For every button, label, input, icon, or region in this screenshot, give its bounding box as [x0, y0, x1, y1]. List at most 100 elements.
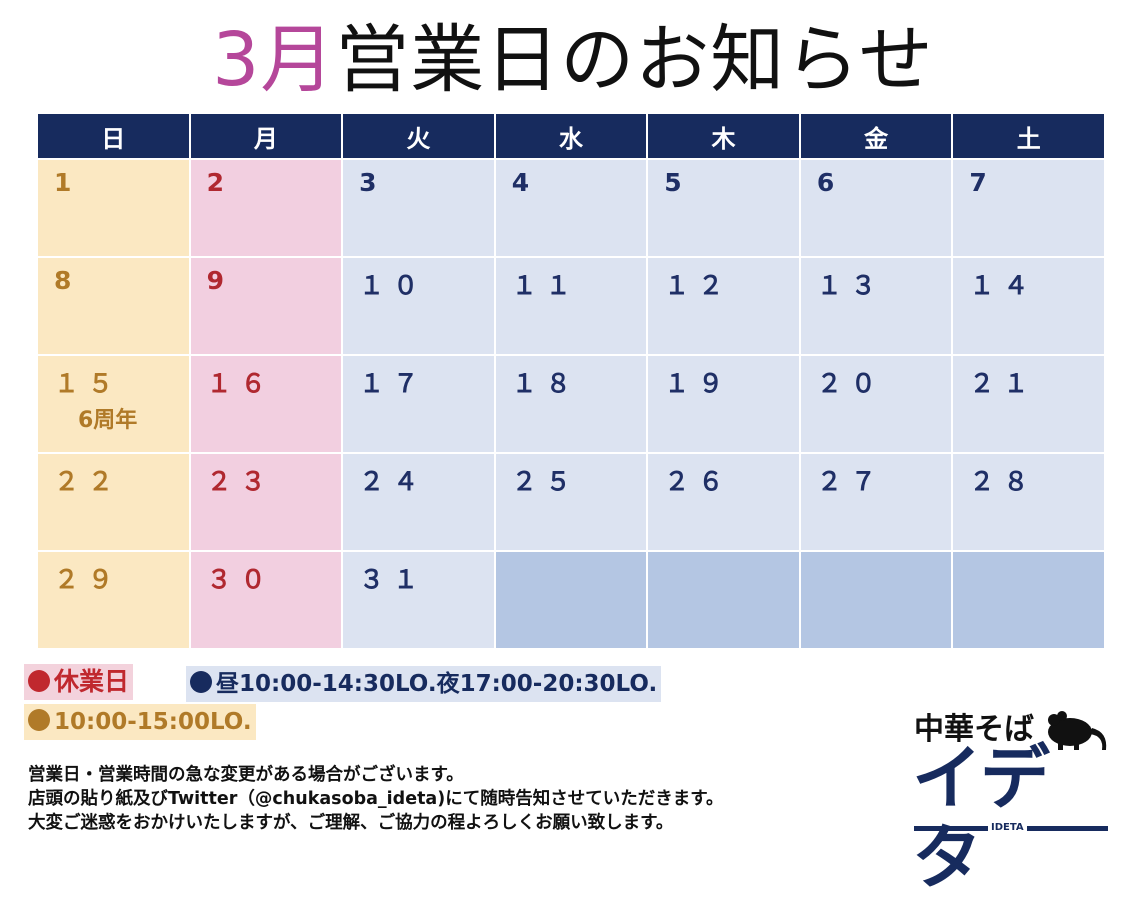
day-number: 9	[206, 266, 233, 295]
empty-cell	[493, 550, 649, 650]
day-number: 4	[511, 168, 539, 197]
weekday-header-row: 日 月 火 水 木 金 土	[36, 112, 1106, 160]
weekday-sat: 土	[951, 112, 1106, 160]
day-cell: 8	[36, 256, 191, 356]
day-number: 6	[816, 168, 844, 197]
day-number: 1	[54, 168, 81, 197]
day-number: 5	[664, 168, 691, 197]
weekday-wed: 水	[493, 112, 649, 160]
legend-sunday-hours: 10:00-15:00LO.	[24, 704, 256, 740]
weekday-mon: 月	[188, 112, 344, 160]
day-number: １６	[206, 369, 275, 398]
day-number: 2	[206, 168, 233, 197]
day-number: １４	[969, 271, 1038, 300]
day-cell: ２２	[36, 452, 191, 552]
weekday-sun: 日	[36, 112, 191, 160]
day-number: ２６	[664, 467, 733, 496]
day-number: 7	[969, 168, 996, 197]
logo-top-text: 中華そば	[914, 712, 1034, 747]
day-cell: ３１	[341, 550, 496, 650]
week-row: ２９ ３０ ３１	[36, 550, 1106, 650]
weekday-thu: 木	[646, 112, 801, 160]
day-number: 8	[54, 266, 81, 295]
day-number: １０	[359, 271, 428, 300]
page-title: 3月営業日のお知らせ	[0, 12, 1146, 108]
day-cell: ２０	[798, 354, 954, 454]
day-number: １８	[511, 369, 580, 398]
day-cell: 5	[646, 158, 801, 258]
logo-main-text: イデタ	[912, 737, 1050, 899]
day-number: １３	[816, 271, 885, 300]
day-cell: ２５	[493, 452, 649, 552]
day-cell: １６	[188, 354, 344, 454]
day-cell: １３	[798, 256, 954, 356]
logo-sub-text: IDETA	[988, 822, 1027, 834]
week-row: １５ 6周年 １６ １７ １８ １９ ２０ ２１	[36, 354, 1106, 454]
day-cell: １４	[951, 256, 1106, 356]
week-row: ２２ ２３ ２４ ２５ ２６ ２７ ２８	[36, 452, 1106, 552]
day-cell: 4	[493, 158, 649, 258]
day-cell: １０	[341, 256, 496, 356]
day-number: １１	[511, 271, 580, 300]
week-row: 8 9 １０ １１ １２ １３ １４	[36, 256, 1106, 356]
day-cell: ３０	[188, 550, 344, 650]
anniversary-note: 6周年	[78, 408, 138, 433]
day-number: ２５	[511, 467, 580, 496]
day-cell: 2	[188, 158, 344, 258]
notice-line: 大変ご迷惑をおかけいたしますが、ご理解、ご協力の程よろしくお願い致します。	[28, 813, 674, 833]
notice-line: 店頭の貼り紙及びTwitter（@chukasoba_ideta)にて随時告知さ…	[28, 789, 724, 809]
calendar: 日 月 火 水 木 金 土 1 2 3 4 5 6 7 8 9 １０ １１ １２…	[36, 112, 1106, 650]
shop-logo: 中華そば イデタ IDETA	[912, 704, 1112, 898]
week-row: 1 2 3 4 5 6 7	[36, 158, 1106, 258]
day-cell: ２４	[341, 452, 496, 552]
day-number: １２	[664, 271, 733, 300]
title-month: 3月	[212, 17, 336, 103]
title-text: 営業日のお知らせ	[335, 17, 934, 103]
day-number: ２７	[816, 467, 885, 496]
day-number: ２０	[816, 369, 885, 398]
day-number: ２３	[206, 467, 275, 496]
notice-text: 営業日・営業時間の急な変更がある場合がございます。 店頭の貼り紙及びTwitte…	[28, 763, 724, 835]
day-cell: ２７	[798, 452, 954, 552]
legend-sunday-label: 10:00-15:00LO.	[54, 709, 252, 735]
empty-cell	[951, 550, 1106, 650]
empty-cell	[646, 550, 801, 650]
rat-icon	[1048, 711, 1107, 750]
day-number: １７	[359, 369, 428, 398]
day-number: ２８	[969, 467, 1038, 496]
day-cell: 6	[798, 158, 954, 258]
orange-dot-icon	[28, 709, 50, 731]
day-number: 3	[359, 168, 386, 197]
day-cell: １９	[646, 354, 801, 454]
day-number: ２１	[969, 369, 1038, 398]
day-number: ３０	[206, 565, 275, 594]
day-cell: 3	[341, 158, 496, 258]
day-cell: １２	[646, 256, 801, 356]
day-number: ２２	[54, 467, 123, 496]
legend-closed: 休業日	[24, 664, 134, 700]
day-cell: 9	[188, 256, 344, 356]
navy-dot-icon	[190, 671, 212, 693]
legend-hours-label: 昼10:00-14:30LO.夜17:00-20:30LO.	[216, 671, 658, 697]
day-number: １５	[54, 369, 123, 398]
day-cell: １７	[341, 354, 496, 454]
day-cell: 7	[951, 158, 1106, 258]
day-cell: １８	[493, 354, 649, 454]
day-cell: ２８	[951, 452, 1106, 552]
legend-hours: 昼10:00-14:30LO.夜17:00-20:30LO.	[186, 666, 662, 702]
notice-line: 営業日・営業時間の急な変更がある場合がございます。	[28, 765, 464, 785]
day-cell: ２３	[188, 452, 344, 552]
day-cell: ２９	[36, 550, 191, 650]
day-cell: １１	[493, 256, 649, 356]
day-number: ３１	[359, 565, 428, 594]
day-number: ２４	[359, 467, 428, 496]
legend-closed-label: 休業日	[54, 667, 130, 696]
day-number: １９	[664, 369, 733, 398]
weekday-tue: 火	[341, 112, 496, 160]
day-cell: ２１	[951, 354, 1106, 454]
day-cell: ２６	[646, 452, 801, 552]
red-dot-icon	[28, 670, 50, 692]
weekday-fri: 金	[798, 112, 954, 160]
day-cell: 1	[36, 158, 191, 258]
empty-cell	[798, 550, 954, 650]
